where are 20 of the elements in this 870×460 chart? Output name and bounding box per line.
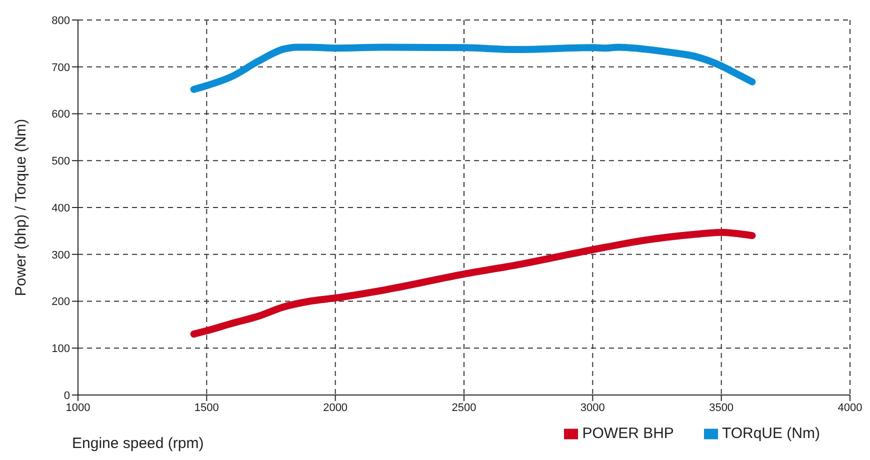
y-tick-label: 800 [52, 14, 70, 27]
legend-label: TORqUE (Nm) [722, 425, 820, 442]
x-tick-label: 3000 [580, 402, 605, 414]
x-tick-label: 1000 [66, 402, 90, 414]
y-tick-label: 200 [52, 296, 70, 308]
x-tick-label: 2500 [452, 402, 476, 414]
legend-label: POWER BHP [582, 425, 674, 442]
y-axis-title: Power (bhp) / Torque (Nm) [12, 118, 30, 296]
y-tick-label: 600 [52, 108, 70, 121]
x-axis-title: Engine speed (rpm) [72, 435, 204, 452]
y-tick-label: 100 [52, 343, 70, 356]
x-tick-label: 4000 [838, 402, 862, 414]
y-tick-label: 500 [52, 156, 70, 168]
y-tick-label: 0 [64, 390, 70, 402]
x-tick-label: 1500 [194, 402, 219, 414]
y-tick-label: 700 [52, 62, 70, 74]
y-tick-label: 400 [52, 202, 70, 214]
x-tick-label: 2000 [323, 402, 348, 414]
x-tick-label: 3500 [709, 402, 734, 414]
y-tick-label: 300 [52, 249, 70, 262]
